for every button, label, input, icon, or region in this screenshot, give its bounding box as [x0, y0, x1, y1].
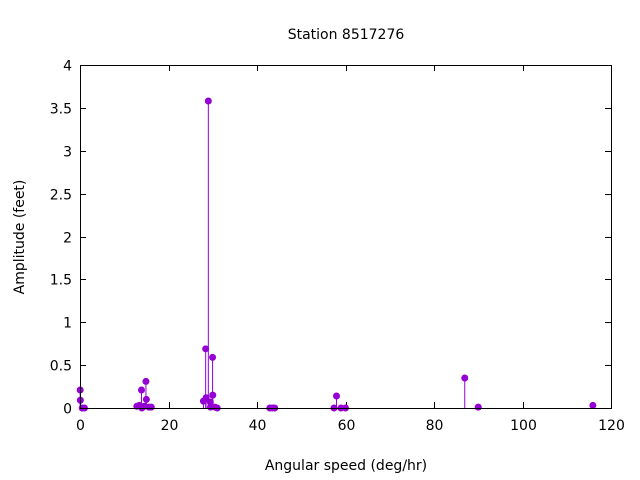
y-tick-label: 3.5: [50, 102, 72, 118]
data-point-30: [461, 374, 469, 382]
data-point-10: [142, 395, 150, 403]
data-point-14: [202, 345, 210, 353]
y-tick-label: 3: [63, 145, 72, 161]
x-tick-label: 60: [338, 418, 356, 434]
y-tick-label: 1.5: [50, 273, 72, 289]
x-axis-title: Angular speed (deg/hr): [265, 458, 427, 474]
data-point-32: [589, 401, 597, 409]
data-point-6: [138, 386, 146, 394]
x-tick-label: 120: [598, 418, 625, 434]
data-point-12: [147, 403, 155, 411]
data-point-20: [209, 391, 217, 399]
axis-ticks: 0 20 40 60 80 100 120 0 0.5 1 1.5 2 2.5 3 3.5 4: [50, 59, 625, 435]
y-tick-label: 2: [63, 231, 72, 247]
y-tick-label: 1: [63, 316, 72, 332]
y-axis-title: Amplitude (feet): [12, 180, 28, 295]
data-point-19: [209, 353, 217, 361]
data-point-31: [474, 403, 482, 411]
plot-frame: [80, 65, 612, 409]
data-point-27: [333, 392, 341, 400]
y-tick-label: 2.5: [50, 188, 72, 204]
x-tick-label: 20: [161, 418, 179, 434]
x-tick-label: 80: [426, 418, 444, 434]
x-tick-label: 100: [510, 418, 537, 434]
data-marks: [76, 97, 597, 412]
chart-title: Station 8517276: [288, 27, 405, 43]
data-point-16: [204, 97, 212, 105]
x-tick-label: 0: [76, 418, 85, 434]
y-tick-label: 4: [63, 59, 72, 75]
x-tick-label: 40: [249, 418, 267, 434]
y-tick-label: 0.5: [50, 359, 72, 375]
data-point-9: [142, 377, 150, 385]
y-tick-label: 0: [63, 402, 72, 418]
data-point-17: [206, 398, 214, 406]
